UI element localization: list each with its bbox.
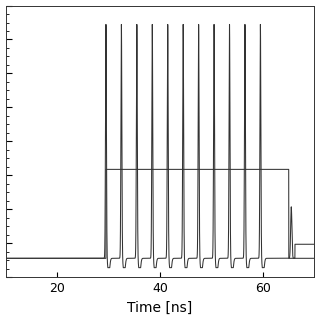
- X-axis label: Time [ns]: Time [ns]: [127, 300, 193, 315]
